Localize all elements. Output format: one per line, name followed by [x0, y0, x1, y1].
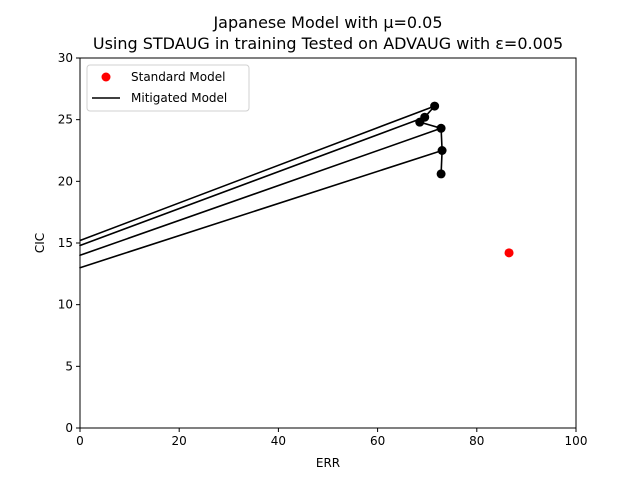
y-tick-label: 25 — [58, 113, 73, 127]
y-tick-label: 15 — [58, 236, 73, 250]
y-axis: 0 5 10 15 20 25 30 — [58, 51, 80, 435]
mitigated-model-point — [437, 124, 446, 133]
mitigated-model-line — [80, 106, 442, 268]
y-tick-label: 10 — [58, 298, 73, 312]
x-tick-label: 80 — [469, 434, 484, 448]
y-tick-label: 0 — [65, 421, 73, 435]
legend-standard-marker — [102, 73, 111, 82]
chart-title-line-1: Japanese Model with μ=0.05 — [212, 13, 442, 32]
plot-area — [80, 102, 514, 268]
legend: Standard Model Mitigated Model — [87, 65, 249, 111]
x-tick-label: 60 — [370, 434, 385, 448]
y-tick-label: 20 — [58, 174, 73, 188]
mitigated-model-point — [437, 169, 446, 178]
y-axis-label: CIC — [33, 233, 47, 253]
x-tick-label: 100 — [565, 434, 588, 448]
standard-model-point — [505, 248, 514, 257]
x-axis: 0 20 40 60 80 100 — [76, 428, 587, 448]
x-tick-label: 0 — [76, 434, 84, 448]
y-tick-label: 30 — [58, 51, 73, 65]
x-tick-label: 20 — [172, 434, 187, 448]
x-tick-label: 40 — [271, 434, 286, 448]
legend-standard-label: Standard Model — [131, 70, 225, 84]
legend-mitigated-label: Mitigated Model — [131, 91, 227, 105]
x-axis-label: ERR — [316, 456, 340, 470]
mitigated-model-point — [438, 146, 447, 155]
y-tick-label: 5 — [65, 359, 73, 373]
chart-title-line-2: Using STDAUG in training Tested on ADVAU… — [93, 34, 563, 53]
mitigated-model-point — [430, 102, 439, 111]
mitigated-model-point — [415, 118, 424, 127]
